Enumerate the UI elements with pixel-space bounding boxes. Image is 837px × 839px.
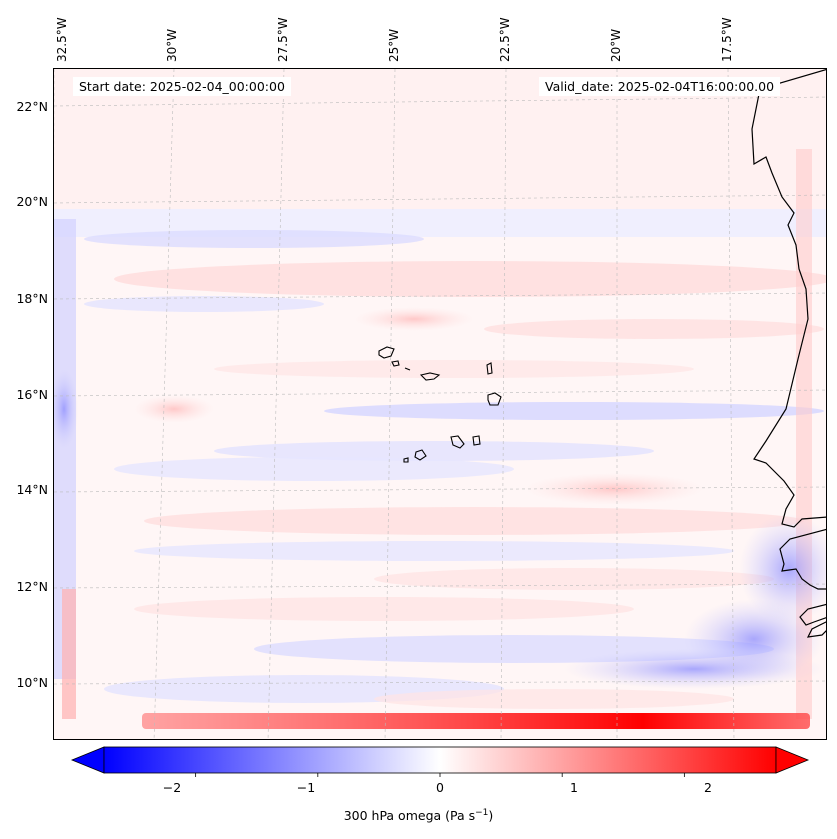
sal-island <box>486 362 493 375</box>
colorbar-tick-label: −2 <box>162 780 182 795</box>
lat-label-16n: 16°N <box>16 387 48 402</box>
lon-label-25w: 25°W <box>387 28 401 62</box>
graticule <box>54 69 826 739</box>
colorbar-tick-label: 1 <box>570 780 578 795</box>
colorbar-min-extend <box>70 746 105 774</box>
colorbar <box>70 746 810 777</box>
maio-island <box>472 435 481 446</box>
colorbar-tick-label: −1 <box>296 780 316 795</box>
brava-island <box>403 457 409 463</box>
lon-label-17-5w: 17.5°W <box>720 17 734 62</box>
valid-date-label: Valid_date: 2025-02-04T16:00:00.00 <box>539 77 781 96</box>
sao-nicolau-island <box>419 372 441 381</box>
lat-label-14n: 14°N <box>16 482 48 497</box>
colorbar-gradient <box>103 746 777 774</box>
start-date-label: Start date: 2025-02-04_00:00:00 <box>73 77 291 96</box>
santa-luzia-island <box>404 367 411 371</box>
lon-label-27-5w: 27.5°W <box>276 17 290 62</box>
lat-label-12n: 12°N <box>16 579 48 594</box>
lat-label-20n: 20°N <box>16 194 48 209</box>
lat-label-22n: 22°N <box>16 99 48 114</box>
boa-vista-island <box>487 392 502 406</box>
african-coastline <box>751 69 826 638</box>
sao-vicente-island <box>391 360 400 367</box>
santiago-island <box>450 435 465 449</box>
cape-verde-islands <box>378 346 502 463</box>
map-panel <box>53 68 827 740</box>
colorbar-tick-label: 2 <box>704 780 712 795</box>
fogo-island <box>414 449 427 461</box>
colorbar-max-extend <box>775 746 810 774</box>
colorbar-tick-label: 0 <box>436 780 444 795</box>
colorbar-title: 300 hPa omega (Pa s−1) <box>343 808 494 824</box>
lon-label-32-5w: 32.5°W <box>55 17 69 62</box>
lat-label-10n: 10°N <box>16 675 48 690</box>
santo-antao-island <box>378 346 395 359</box>
omega-field <box>54 69 826 739</box>
boundary-band <box>142 713 810 729</box>
lon-label-22-5w: 22.5°W <box>498 17 512 62</box>
lon-label-20w: 20°W <box>609 28 623 62</box>
lon-label-30w: 30°W <box>165 28 179 62</box>
lat-label-18n: 18°N <box>16 291 48 306</box>
